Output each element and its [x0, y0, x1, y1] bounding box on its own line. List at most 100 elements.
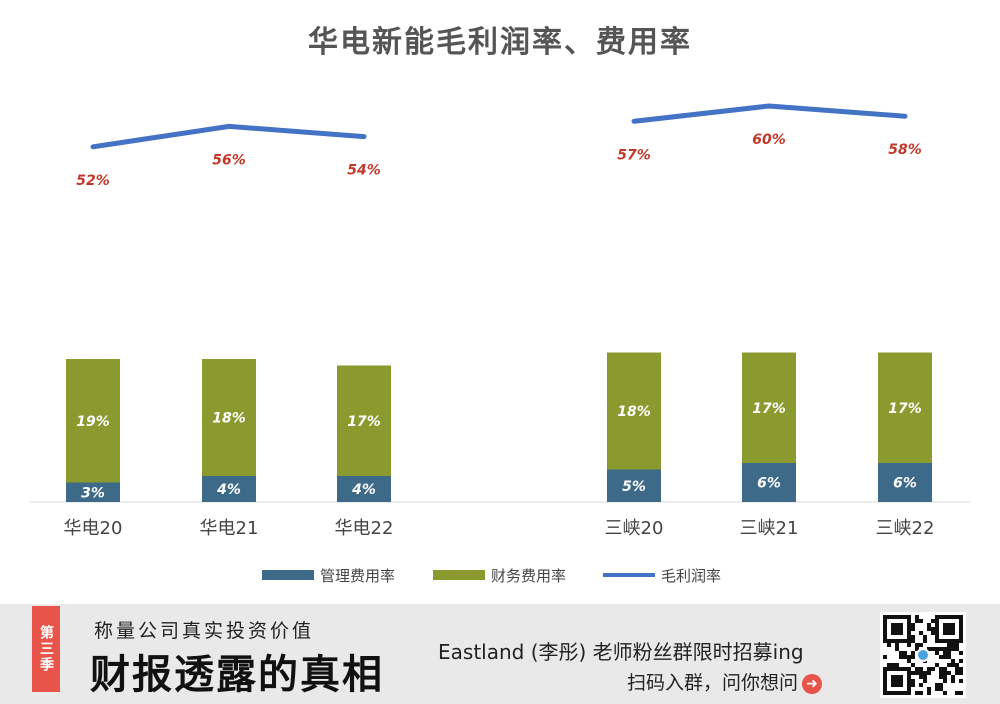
- qr-module: [911, 663, 915, 667]
- qr-module: [919, 671, 923, 675]
- qr-module: [919, 631, 923, 635]
- bar-mgmt-5: [878, 463, 932, 502]
- qr-module: [919, 675, 923, 679]
- qr-module: [959, 691, 963, 695]
- qr-module: [959, 651, 963, 655]
- qr-module: [943, 679, 947, 683]
- qr-module: [911, 627, 915, 631]
- legend-label-1: 财务费用率: [491, 567, 566, 585]
- bar-fin-label-3: 18%: [617, 404, 651, 420]
- qr-module: [915, 615, 919, 619]
- category-label-5: 三峡22: [876, 518, 935, 539]
- qr-finder-core-1: [943, 623, 955, 635]
- qr-finder-core-0: [891, 623, 903, 635]
- qr-module: [911, 635, 915, 639]
- qr-module: [935, 663, 939, 667]
- qr-module: [931, 667, 935, 671]
- bar-fin-4: [742, 352, 796, 463]
- qr-finder-core-2: [891, 675, 903, 687]
- qr-module: [911, 671, 915, 675]
- qr-module: [935, 647, 939, 651]
- qr-module: [911, 683, 915, 687]
- qr-module: [951, 675, 955, 679]
- qr-module: [895, 663, 899, 667]
- qr-module: [915, 643, 919, 647]
- qr-module: [935, 651, 939, 655]
- qr-module: [915, 619, 919, 623]
- bar-fin-5: [878, 352, 932, 463]
- qr-module: [911, 623, 915, 627]
- qr-module: [923, 635, 927, 639]
- qr-module: [947, 655, 951, 659]
- bar-fin-label-5: 17%: [888, 401, 922, 417]
- margin-label-3: 57%: [617, 147, 651, 163]
- qr-module: [927, 623, 931, 627]
- qr-module: [923, 679, 927, 683]
- qr-module: [907, 655, 911, 659]
- qr-module: [943, 671, 947, 675]
- chart-area: 华电新能毛利润率、费用率 3% 19% 4% 18% 4% 17% 5% 18% 6% 17% 6%…: [30, 25, 970, 585]
- qr-module: [927, 691, 931, 695]
- bar-mgmt-1: [202, 476, 256, 502]
- bar-mgmt-label-1: 4%: [216, 482, 241, 498]
- slogan-small: 称量公司真实投资价值: [94, 620, 315, 642]
- margin-label-0: 52%: [76, 173, 110, 189]
- qr-module: [927, 667, 931, 671]
- qr-module: [959, 659, 963, 663]
- bar-mgmt-label-2: 4%: [351, 482, 376, 498]
- qr-module: [939, 671, 943, 675]
- footer-banner: 第三季 称量公司真实投资价值 财报透露的真相 Eastland (李彤) 老师粉…: [0, 604, 1000, 704]
- arrow-right-icon[interactable]: ➜: [802, 673, 822, 694]
- qr-module: [955, 663, 959, 667]
- margin-line-segment-1: [631, 103, 908, 124]
- qr-module: [947, 647, 951, 651]
- qr-module: [883, 655, 887, 659]
- qr-module: [931, 619, 935, 623]
- qr-module: [955, 643, 959, 647]
- qr-module: [943, 655, 947, 659]
- qr-module: [959, 679, 963, 683]
- bar-fin-label-2: 17%: [347, 414, 381, 430]
- qr-module: [955, 667, 959, 671]
- qr-module: [939, 687, 943, 691]
- qr-module: [911, 639, 915, 643]
- category-label-2: 华电22: [335, 518, 394, 539]
- bar-fin-label-4: 17%: [752, 401, 786, 417]
- line-group: 52% 56% 54% 57% 60% 58%: [76, 103, 922, 189]
- legend-swatch-1: [433, 570, 485, 580]
- category-label-3: 三峡20: [605, 518, 664, 539]
- qr-module: [931, 631, 935, 635]
- bar-mgmt-label-3: 5%: [622, 479, 646, 495]
- scan-text[interactable]: 扫码入群，问你想问 ➜: [627, 668, 822, 695]
- qr-module: [927, 627, 931, 631]
- bar-fin-0: [66, 359, 120, 483]
- qr-module: [955, 671, 959, 675]
- margin-label-2: 54%: [347, 163, 381, 179]
- margin-label-5: 58%: [888, 142, 922, 158]
- qr-module: [943, 675, 947, 679]
- bar-fin-3: [607, 352, 661, 470]
- qr-module: [911, 655, 915, 659]
- qr-module: [939, 675, 943, 679]
- qr-module: [939, 647, 943, 651]
- qr-module: [931, 647, 935, 651]
- qr-module: [911, 679, 915, 683]
- qr-module: [931, 627, 935, 631]
- legend-label-2: 毛利润率: [661, 567, 721, 585]
- qr-module: [927, 671, 931, 675]
- qr-module: [927, 647, 931, 651]
- qr-module: [919, 643, 923, 647]
- qr-module: [907, 643, 911, 647]
- qr-module: [923, 639, 927, 643]
- qr-module: [887, 643, 891, 647]
- legend-swatch-2: [603, 573, 655, 577]
- qr-code-icon[interactable]: [880, 612, 966, 698]
- qr-module: [947, 651, 951, 655]
- bar-mgmt-4: [742, 463, 796, 502]
- qr-module: [943, 691, 947, 695]
- bar-fin-2: [337, 365, 391, 476]
- qr-module: [927, 687, 931, 691]
- bars-group: 3% 19% 4% 18% 4% 17% 5% 18% 6% 17% 6% 17%: [66, 352, 932, 502]
- qr-module: [951, 663, 955, 667]
- bar-fin-label-1: 18%: [212, 411, 246, 427]
